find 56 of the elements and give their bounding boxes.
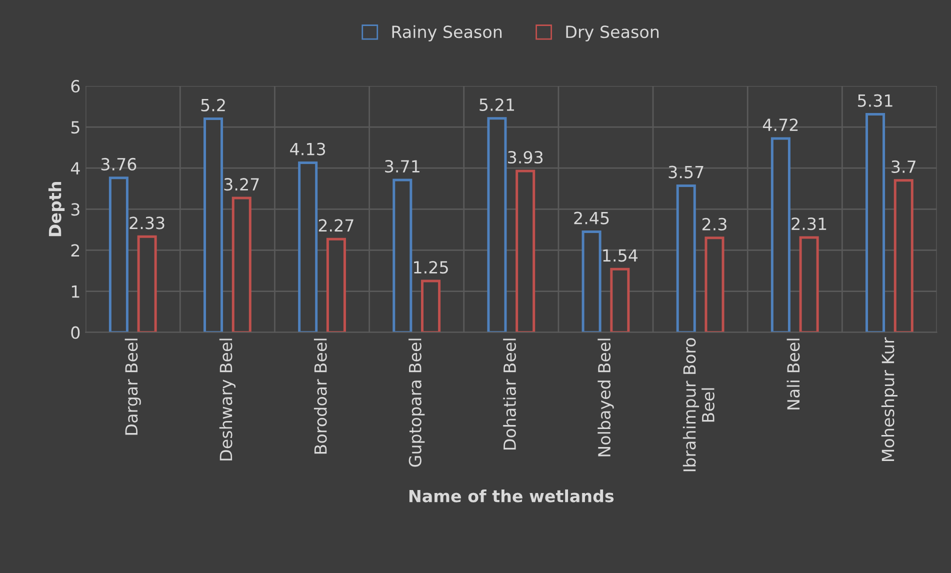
data-label: 1.25 [414,261,448,274]
bar [770,137,790,332]
data-label: 2.33 [130,216,164,230]
data-label: 2.27 [318,219,354,232]
x-tick-label: Borodoar Beel [314,338,327,454]
bar [298,161,318,332]
data-label: 2.3 [702,218,726,230]
bar [204,118,224,332]
x-tick-label: Guptopara Beel [408,338,425,467]
data-label: 3.27 [224,178,259,191]
bar [610,268,630,332]
data-label: 4.72 [762,118,798,131]
bar [108,176,128,332]
data-label: 3.71 [385,160,420,173]
x-tick-label: Deshwary Beel [219,338,236,460]
data-label: 5.21 [480,98,514,111]
bar [487,117,507,332]
y-tick-label: 5 [71,121,80,134]
data-label: 4.13 [290,142,326,156]
bar [137,235,157,332]
bar [894,179,914,332]
y-tick-label: 2 [71,244,80,257]
bar [421,280,441,332]
bar [676,184,696,332]
x-tick-label: Dohatiar Beel [503,338,516,450]
bar [516,170,536,332]
data-label: 1.54 [603,249,638,262]
x-tick-label: Nali Beel [786,338,800,410]
y-tick-label: 4 [70,162,80,174]
x-tick-label: Ibrahimpur Boro Beel [682,338,714,472]
x-tick-label: Nolbayed Beel [598,338,614,456]
data-label: 2.31 [792,217,826,230]
y-tick-label: 0 [71,326,80,339]
data-label: 3.93 [508,150,543,164]
y-tick-label: 6 [71,80,80,93]
bar [326,238,346,332]
bar [582,230,602,332]
legend-label: Dry Season [566,26,659,42]
bar [704,236,724,332]
y-axis-title: Depth [48,182,65,236]
y-tick-label: 1 [72,285,80,298]
x-tick-label: Moheshpur Kur [881,337,898,462]
data-label: 5.31 [858,94,892,107]
data-label: 2.45 [574,212,609,224]
bar [392,178,412,332]
bar [799,236,819,332]
data-label: 3.57 [668,166,704,178]
legend-label: Rainy Season [392,25,502,42]
data-label: 5.2 [201,98,225,112]
bar [866,113,886,332]
data-label: 3.76 [101,158,136,171]
y-tick-label: 3 [71,203,80,216]
bar [232,196,252,332]
data-label: 3.7 [892,160,916,174]
x-axis-title: Name of the wetlands [409,489,614,502]
x-tick-label: Dargar Beel [124,338,141,435]
